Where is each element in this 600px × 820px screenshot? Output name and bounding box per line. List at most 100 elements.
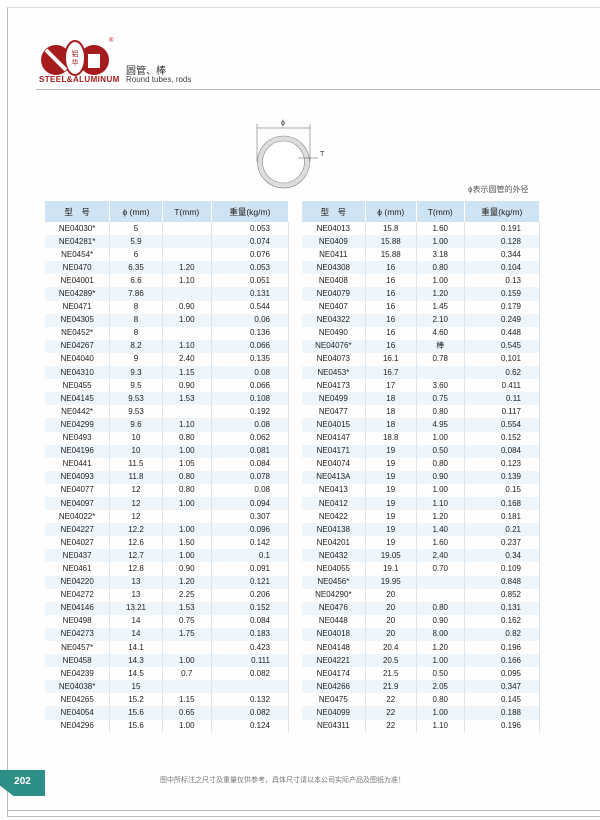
cell-model: NE0471 (45, 300, 111, 314)
cell-weight: 0.084 (464, 444, 541, 458)
table-row: NE0409 15.88 1.00 0.128 (302, 235, 541, 249)
cell-thickness: 2.40 (416, 549, 465, 563)
cell-weight: 0.091 (211, 562, 290, 576)
cell-diameter: 9.3 (109, 366, 163, 380)
cell-weight: 0.166 (464, 654, 541, 668)
cell-diameter: 20 (365, 601, 417, 615)
cell-thickness: 0.90 (162, 562, 212, 576)
cell-weight: 0.196 (464, 719, 541, 733)
cell-thickness: 0.50 (416, 444, 465, 458)
table-row: NE04001 6.6 1.10 0.051 (45, 274, 290, 288)
cell-model: NE04097 (45, 496, 111, 511)
cell-thickness: 1.00 (162, 523, 212, 537)
cell-thickness: 0.80 (416, 405, 465, 419)
cell-weight: 0.094 (211, 496, 290, 511)
table-row: NE04054 15.6 0.65 0.082 (45, 706, 290, 720)
table-row: NE04171 19 0.50 0.084 (302, 444, 541, 458)
cell-model: NE04054 (45, 706, 111, 720)
cell-diameter: 9.53 (109, 405, 163, 419)
cell-weight: 0.15 (464, 483, 541, 497)
cell-diameter: 19.1 (365, 562, 417, 576)
cell-model: NE0413A (302, 470, 366, 484)
cell-model: NE0441 (45, 457, 111, 471)
cell-thickness: 1.10 (416, 496, 465, 511)
table-row: NE0441 11.5 1.05 0.084 (45, 457, 290, 471)
cell-model: NE04074 (302, 457, 366, 471)
table-row: NE04201 19 1.60 0.237 (302, 536, 541, 550)
logo-text: STEEL&ALUMINUM (39, 75, 120, 84)
cell-diameter: 19 (365, 483, 417, 497)
cell-diameter: 16 (365, 326, 417, 340)
cell-thickness: 2.40 (162, 352, 212, 367)
cell-thickness: 1.10 (162, 339, 212, 353)
cell-thickness: 0.70 (416, 562, 465, 576)
cell-diameter: 11.8 (109, 470, 163, 484)
cell-thickness: 0.80 (416, 601, 465, 615)
cell-thickness: 1.40 (416, 523, 465, 537)
tube-cross-section-diagram: ϕ T (256, 120, 325, 189)
cell-weight: 0.11 (464, 392, 541, 406)
table-row: NE04097 12 1.00 0.094 (45, 496, 290, 511)
cell-model: NE0470 (45, 261, 111, 275)
cell-diameter: 8 (109, 313, 163, 327)
cell-weight: 0.82 (464, 627, 541, 641)
cell-thickness: 1.00 (416, 654, 465, 668)
cell-weight: 0.848 (464, 575, 541, 589)
table-row: NE04076* 16 棒 0.545 (302, 339, 541, 353)
cell-thickness: 1.00 (162, 654, 212, 668)
cell-thickness: 1.00 (416, 483, 465, 497)
cell-thickness: 1.00 (162, 313, 212, 327)
cell-thickness: 1.00 (416, 431, 465, 445)
table-row: NE0461 12.8 0.90 0.091 (45, 562, 290, 576)
cell-thickness: 1.75 (162, 627, 212, 641)
cell-model: NE04077 (45, 483, 111, 497)
cell-model: NE04272 (45, 588, 111, 602)
cell-model: NE04027 (45, 536, 111, 550)
cell-diameter: 16.7 (365, 366, 417, 380)
cell-weight: 0.101 (464, 352, 541, 367)
company-logo: 铝 华 (41, 40, 109, 76)
cell-model: NE04022* (45, 510, 111, 524)
cell-model: NE04138 (302, 523, 366, 537)
table-row: NE0454* 6 0.076 (45, 248, 290, 262)
cell-model: NE04055 (302, 562, 366, 576)
cell-model: NE04311 (302, 719, 366, 733)
cell-thickness: 1.15 (162, 366, 212, 380)
cell-thickness: 1.00 (416, 706, 465, 720)
cell-model: NE04196 (45, 444, 111, 458)
table-row: NE04079 16 1.20 0.159 (302, 287, 541, 301)
table-row: NE04174 21.5 0.50 0.095 (302, 667, 541, 681)
cell-model: NE04013 (302, 222, 366, 236)
cell-diameter: 10 (109, 444, 163, 458)
footer-note: 图中所标注之尺寸及重量仅供参考，具体尺寸请以本公司实际产品及图纸为准！ (160, 777, 405, 784)
cell-diameter: 12 (109, 510, 163, 524)
table-row: NE0457* 14.1 0.423 (45, 641, 290, 655)
cell-diameter: 21.9 (365, 680, 417, 694)
cell-weight: 0.095 (464, 667, 541, 681)
cell-diameter: 20.5 (365, 654, 417, 668)
cell-diameter: 19.95 (365, 575, 417, 589)
cell-model: NE0498 (45, 614, 111, 628)
cell-thickness (162, 510, 212, 524)
cell-thickness: 0.80 (162, 483, 212, 497)
cell-diameter: 18.8 (365, 431, 417, 445)
table-row: NE04308 16 0.80 0.104 (302, 261, 541, 275)
col-header-weight: 重量(kg/m) (211, 201, 290, 222)
cell-thickness: 0.90 (416, 470, 465, 484)
cell-weight: 0.131 (464, 601, 541, 615)
cell-model: NE0407 (302, 300, 366, 314)
cell-thickness: 1.00 (162, 549, 212, 563)
table-row: NE04322 16 2.10 0.249 (302, 313, 541, 327)
cell-model: NE04310 (45, 366, 111, 380)
cell-diameter: 19 (365, 444, 417, 458)
table-row: NE0498 14 0.75 0.084 (45, 614, 290, 628)
page-title-en: Round tubes, rods (126, 75, 192, 84)
cell-thickness: 1.15 (162, 693, 212, 707)
table-row: NE04310 9.3 1.15 0.08 (45, 366, 290, 380)
cell-weight: 0.544 (211, 300, 290, 314)
cell-weight: 0.344 (464, 248, 541, 262)
cell-thickness: 0.65 (162, 706, 212, 720)
cell-model: NE04145 (45, 392, 111, 406)
phi-label: ϕ (281, 120, 285, 127)
table-row: NE0432 19.05 2.40 0.34 (302, 549, 541, 563)
